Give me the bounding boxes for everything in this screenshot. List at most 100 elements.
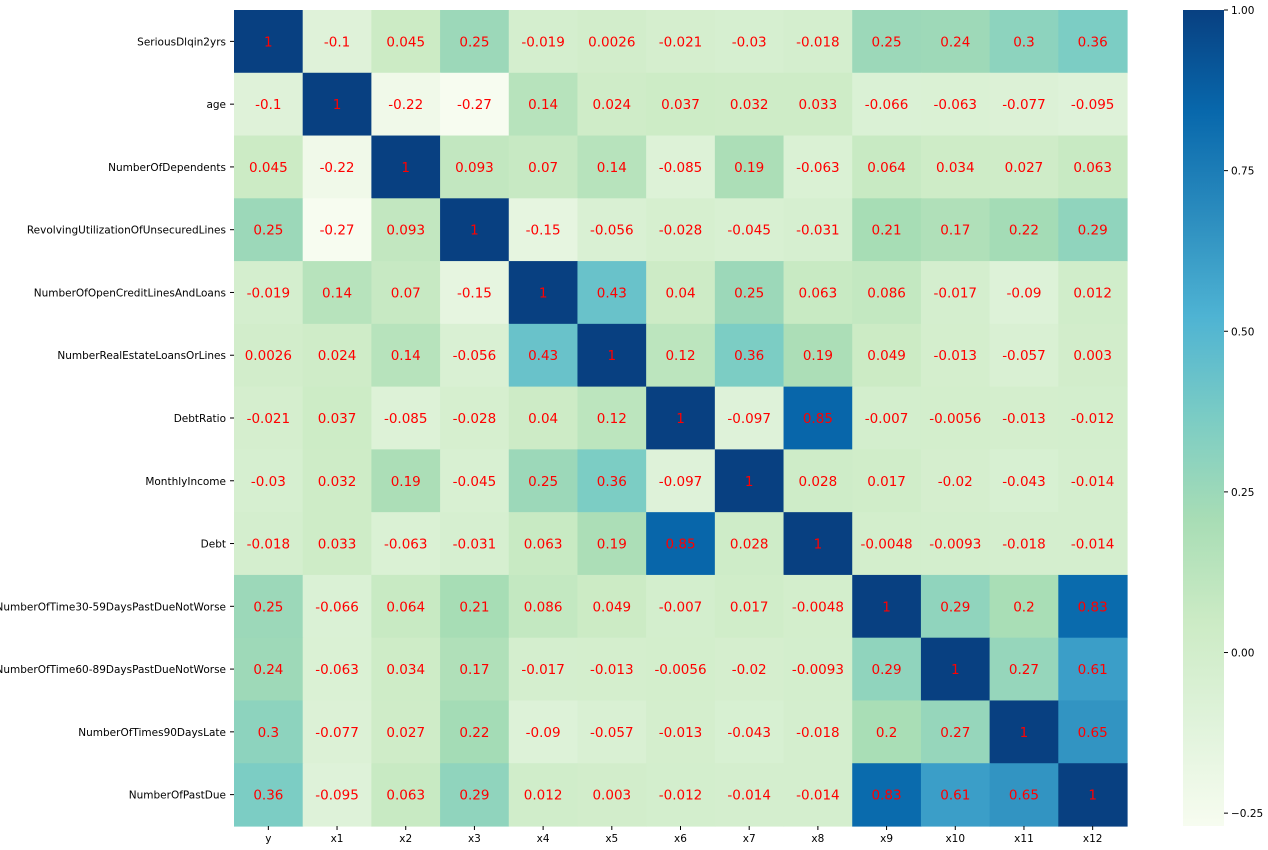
cell-value-label: 0.3 bbox=[1013, 34, 1034, 50]
cell-value-label: -0.02 bbox=[732, 662, 767, 678]
cell-value-label: 0.14 bbox=[597, 160, 627, 176]
heatmap-cell bbox=[371, 323, 441, 388]
cell-value-label: 0.032 bbox=[730, 97, 769, 113]
cell-value-label: 0.027 bbox=[1005, 160, 1044, 176]
cell-value-label: -0.085 bbox=[659, 160, 703, 176]
heatmap-cell bbox=[989, 512, 1059, 576]
heatmap-cell bbox=[646, 10, 716, 74]
heatmap-cell bbox=[1058, 72, 1128, 137]
heatmap-cell bbox=[852, 763, 922, 827]
x-tick-label: x2 bbox=[399, 833, 412, 845]
heatmap-cell bbox=[852, 700, 922, 764]
cell-value-label: 0.063 bbox=[524, 537, 563, 553]
heatmap-cell bbox=[920, 637, 991, 702]
cell-value-label: 1 bbox=[814, 537, 823, 553]
x-tick-label: x1 bbox=[331, 833, 344, 845]
heatmap-cell bbox=[920, 386, 991, 450]
heatmap-cell bbox=[714, 198, 785, 262]
cell-value-label: 0.003 bbox=[1073, 348, 1112, 364]
cell-value-label: -0.013 bbox=[659, 725, 703, 741]
heatmap-cell bbox=[577, 637, 647, 702]
heatmap-cell bbox=[302, 198, 372, 262]
cell-value-label: 1 bbox=[470, 223, 479, 239]
heatmap-cell bbox=[234, 261, 304, 325]
heatmap-cell bbox=[234, 323, 304, 388]
cell-value-label: 1 bbox=[539, 285, 548, 301]
cell-value-label: -0.03 bbox=[251, 474, 286, 490]
cell-value-label: 0.19 bbox=[803, 348, 833, 364]
cell-value-label: 0.093 bbox=[386, 223, 425, 239]
cell-value-label: -0.1 bbox=[255, 97, 281, 113]
cell-value-label: 0.83 bbox=[872, 788, 902, 804]
cell-value-label: -0.066 bbox=[865, 97, 909, 113]
cell-value-label: -0.018 bbox=[1002, 537, 1046, 553]
heatmap-cell bbox=[234, 574, 304, 639]
heatmap-cell bbox=[989, 449, 1059, 513]
heatmap-cell bbox=[989, 700, 1059, 764]
cell-value-label: -0.02 bbox=[938, 474, 973, 490]
heatmap-cell bbox=[783, 637, 853, 702]
heatmap-cell bbox=[646, 449, 716, 513]
x-tick-label: x6 bbox=[674, 833, 687, 845]
heatmap-cell bbox=[852, 198, 922, 262]
heatmap-cell bbox=[508, 135, 579, 199]
heatmap-cell bbox=[646, 637, 716, 702]
colorbar-gradient bbox=[1183, 10, 1224, 826]
heatmap-cell bbox=[371, 763, 441, 827]
cell-value-label: -0.013 bbox=[934, 348, 978, 364]
cell-value-label: 0.29 bbox=[940, 599, 970, 615]
cell-value-label: -0.019 bbox=[521, 34, 565, 50]
heatmap-cell bbox=[371, 637, 441, 702]
cell-value-label: 0.063 bbox=[799, 285, 838, 301]
heatmap-cell bbox=[1058, 512, 1128, 576]
heatmap-cell bbox=[783, 198, 853, 262]
heatmap-cell bbox=[852, 10, 922, 74]
cell-value-label: 0.22 bbox=[1009, 223, 1039, 239]
cell-value-label: 0.25 bbox=[459, 34, 489, 50]
heatmap-cell bbox=[302, 135, 372, 199]
cell-value-label: -0.0056 bbox=[654, 662, 706, 678]
heatmap-cell bbox=[234, 700, 304, 764]
cell-value-label: 0.032 bbox=[318, 474, 357, 490]
cell-value-label: 0.25 bbox=[528, 474, 558, 490]
heatmap-cell bbox=[1058, 449, 1128, 513]
cell-value-label: -0.063 bbox=[315, 662, 359, 678]
cell-value-label: -0.031 bbox=[796, 223, 840, 239]
heatmap-cell bbox=[646, 512, 716, 576]
heatmap-cell bbox=[852, 574, 922, 639]
heatmap-cell bbox=[1058, 261, 1128, 325]
cell-value-label: -0.15 bbox=[526, 223, 561, 239]
cell-value-label: -0.22 bbox=[320, 160, 355, 176]
heatmap-cell bbox=[508, 261, 579, 325]
cell-value-label: -0.09 bbox=[526, 725, 561, 741]
cell-value-label: -0.0048 bbox=[861, 537, 913, 553]
cell-value-label: 0.85 bbox=[803, 411, 833, 427]
cell-value-label: 0.43 bbox=[528, 348, 558, 364]
heatmap-cell bbox=[234, 198, 304, 262]
heatmap-cell bbox=[440, 198, 510, 262]
cell-value-label: 1 bbox=[401, 160, 410, 176]
cell-value-label: -0.028 bbox=[453, 411, 497, 427]
heatmap-cell bbox=[714, 135, 785, 199]
cell-value-label: 0.22 bbox=[459, 725, 489, 741]
y-tick-label: NumberOfOpenCreditLinesAndLoans bbox=[34, 287, 226, 299]
cell-value-label: -0.031 bbox=[453, 537, 497, 553]
cell-value-label: 0.017 bbox=[730, 599, 769, 615]
heatmap-cell bbox=[234, 637, 304, 702]
heatmap-cell bbox=[714, 72, 785, 137]
colorbar-tick-label: 0.25 bbox=[1231, 487, 1254, 499]
heatmap-cell bbox=[302, 637, 372, 702]
cell-value-label: 1 bbox=[333, 97, 342, 113]
heatmap-cell bbox=[371, 449, 441, 513]
heatmap-cell bbox=[1058, 637, 1128, 702]
colorbar-tick-label: −0.25 bbox=[1231, 808, 1263, 820]
y-tick-label: NumberRealEstateLoansOrLines bbox=[57, 350, 226, 362]
cell-value-label: 0.29 bbox=[459, 788, 489, 804]
cell-value-label: 0.19 bbox=[597, 537, 627, 553]
cell-value-label: 1 bbox=[745, 474, 754, 490]
heatmap-cell bbox=[508, 386, 579, 450]
cell-value-label: 0.037 bbox=[318, 411, 357, 427]
heatmap-cell bbox=[371, 72, 441, 137]
y-tick-label: NumberOfTimes90DaysLate bbox=[78, 727, 226, 739]
heatmap-cell bbox=[1058, 198, 1128, 262]
